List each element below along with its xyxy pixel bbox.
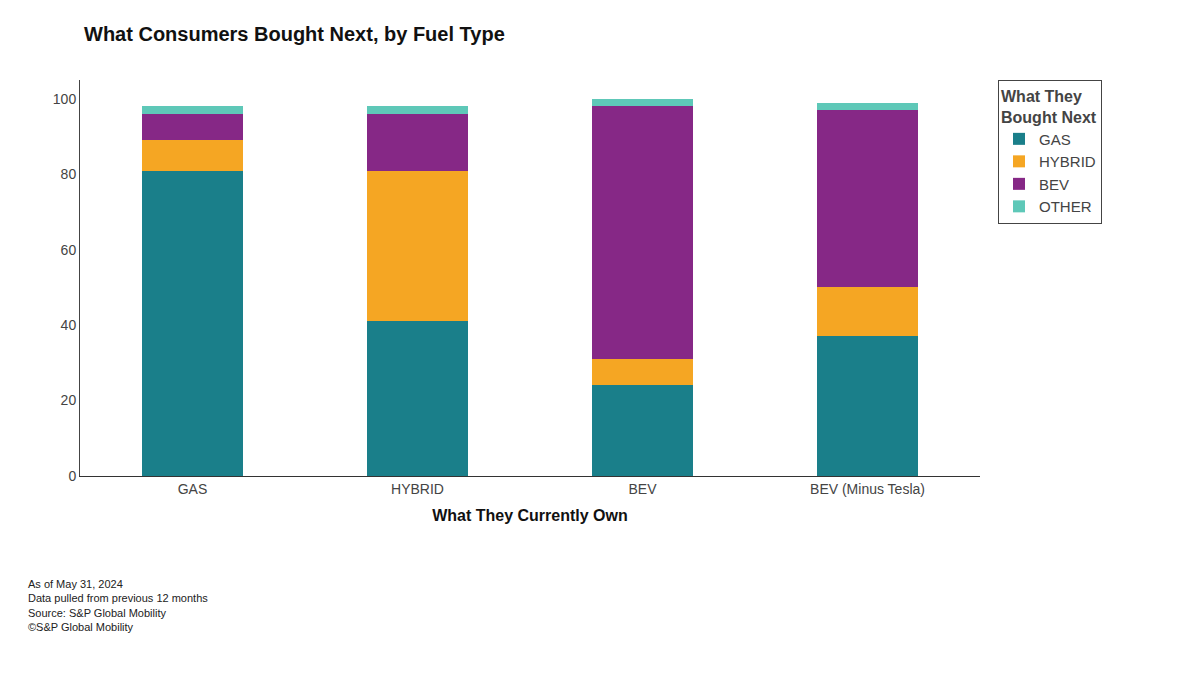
svg-text:BEV (Minus Tesla): BEV (Minus Tesla) (810, 481, 925, 497)
svg-text:HYBRID: HYBRID (1039, 153, 1096, 170)
svg-text:80: 80 (61, 166, 77, 182)
svg-text:What They Currently Own: What They Currently Own (432, 507, 628, 524)
svg-text:HYBRID: HYBRID (391, 481, 444, 497)
svg-text:What TheyBought Next: What TheyBought Next (1001, 88, 1097, 126)
svg-text:As of May 31, 2024Data pulled: As of May 31, 2024Data pulled from previ… (28, 578, 208, 633)
svg-text:0: 0 (68, 468, 76, 484)
svg-text:GAS: GAS (178, 481, 208, 497)
svg-text:What Consumers Bought Next, by: What Consumers Bought Next, by Fuel Type (84, 23, 505, 45)
svg-text:20: 20 (61, 392, 77, 408)
svg-text:BEV: BEV (1039, 176, 1069, 193)
svg-text:GAS: GAS (1039, 131, 1071, 148)
svg-text:OTHER: OTHER (1039, 198, 1092, 215)
svg-text:60: 60 (61, 242, 77, 258)
svg-text:BEV: BEV (628, 481, 657, 497)
svg-text:40: 40 (61, 317, 77, 333)
svg-text:100: 100 (53, 91, 77, 107)
